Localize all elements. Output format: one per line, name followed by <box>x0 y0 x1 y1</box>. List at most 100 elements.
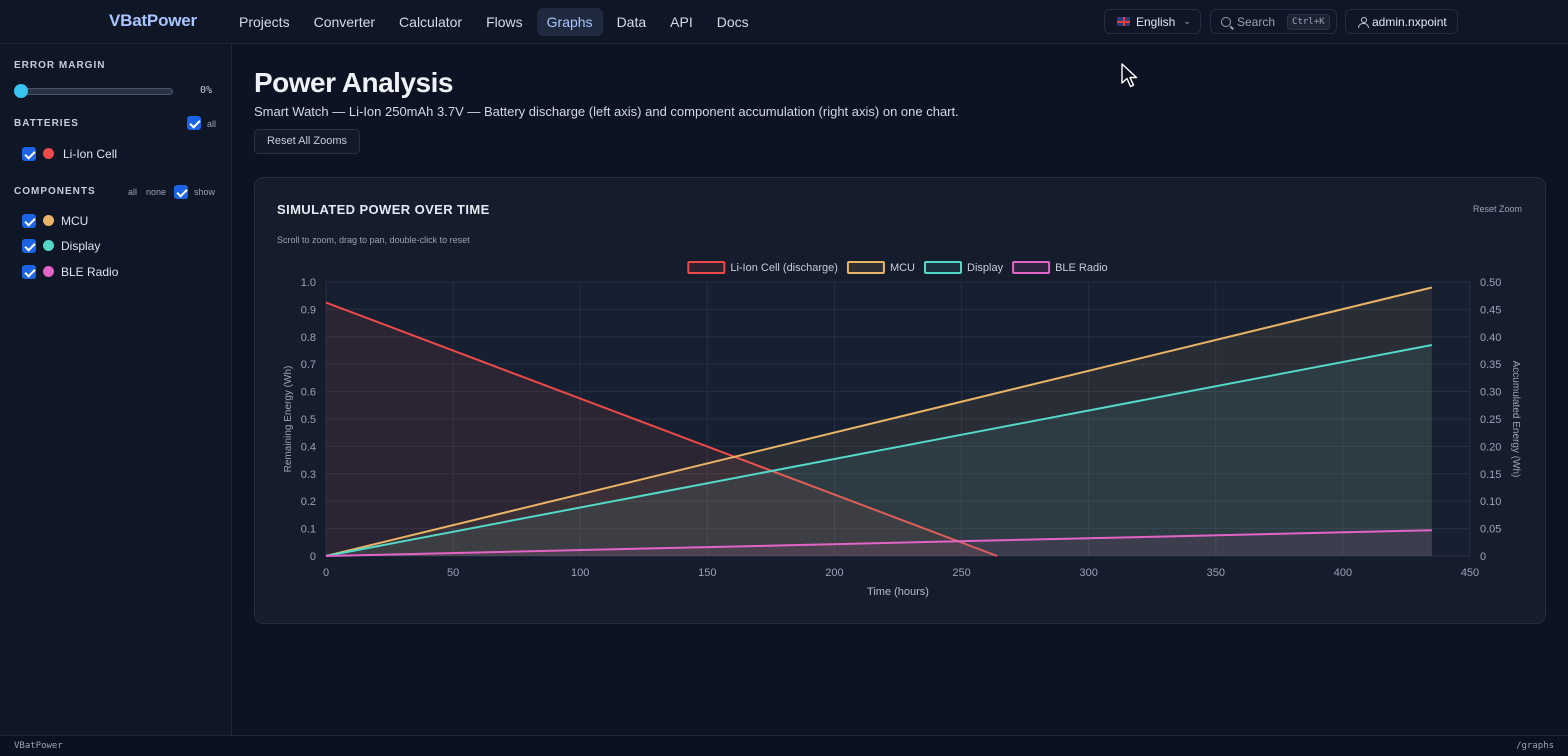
nav-converter[interactable]: Converter <box>313 14 376 30</box>
page-subtitle: Smart Watch — Li-Ion 250mAh 3.7V — Batte… <box>254 104 959 119</box>
chevron-down-icon: ⌄ <box>1183 16 1191 26</box>
y-axis-title: Remaining Energy (Wh) <box>283 366 294 473</box>
component-ble-label[interactable]: BLE Radio <box>61 265 119 279</box>
components-show-checkbox[interactable] <box>174 185 188 199</box>
y-tick-label: 0.8 <box>301 332 316 344</box>
battery-li-ion-label[interactable]: Li-Ion Cell <box>63 147 118 161</box>
sidebar: ERROR MARGIN 0% BATTERIES all Li-Ion Cel… <box>0 44 232 735</box>
x-tick-label: 100 <box>571 567 589 579</box>
legend-label: Li-Ion Cell (discharge) <box>730 262 838 274</box>
components-all-link[interactable]: all <box>128 187 138 197</box>
component-mcu-checkbox[interactable] <box>22 214 36 228</box>
legend-item-3[interactable]: BLE Radio <box>1012 261 1108 274</box>
legend-item-0[interactable]: Li-Ion Cell (discharge) <box>687 261 838 274</box>
status-bar: VBatPower /graphs <box>0 735 1568 756</box>
y-tick-label: 0.4 <box>301 441 316 453</box>
y-tick-label: 0.5 <box>301 414 316 426</box>
series-line-3 <box>325 529 1432 557</box>
error-margin-slider-handle[interactable] <box>14 84 28 98</box>
components-none-link[interactable]: none <box>146 187 167 197</box>
x-axis-title: Time (hours) <box>867 586 929 598</box>
x-tick-label: 250 <box>952 567 970 579</box>
batteries-all-checkbox[interactable] <box>187 116 201 130</box>
x-tick-label: 350 <box>1207 567 1225 579</box>
reset-all-zooms-button[interactable]: Reset All Zooms <box>254 129 360 154</box>
legend-swatch <box>924 261 962 274</box>
component-mcu-label[interactable]: MCU <box>61 214 89 228</box>
power-chart[interactable]: 0 0.1 0.2 0.3 0.4 0.5 0.6 0.7 0.8 0.9 1.0 0 0.05 0.10… <box>255 178 1547 625</box>
y-tick-label: 0.2 <box>301 496 316 508</box>
legend-swatch <box>1012 261 1051 274</box>
x-tick-label: 50 <box>447 567 459 579</box>
search-icon <box>1221 16 1231 27</box>
legend-label: Display <box>967 262 1004 274</box>
y2-tick-label: 0.40 <box>1480 332 1501 344</box>
legend-item-1[interactable]: MCU <box>846 261 915 274</box>
nav-graphs[interactable]: Graphs <box>536 8 603 36</box>
user-icon <box>1358 16 1369 28</box>
nav-data[interactable]: Data <box>616 14 647 30</box>
legend-item-2[interactable]: Display <box>924 261 1004 274</box>
y2-tick-label: 0.10 <box>1480 496 1501 508</box>
top-navbar: VBatPower Projects Converter Calculator … <box>0 0 1568 44</box>
language-selector[interactable]: English ⌄ <box>1104 9 1201 34</box>
y-tick-label: 0.9 <box>301 304 316 316</box>
components-show-label[interactable]: show <box>194 187 216 197</box>
x-tick-label: 150 <box>698 567 716 579</box>
x-tick-label: 400 <box>1334 567 1352 579</box>
uk-flag-icon <box>1117 17 1130 26</box>
x-tick-label: 200 <box>825 567 843 579</box>
y2-tick-label: 0.20 <box>1480 441 1501 453</box>
error-margin-value: 0% <box>200 85 213 96</box>
error-margin-track[interactable] <box>20 88 173 95</box>
batteries-all-label[interactable]: all <box>207 119 217 129</box>
chart-hint: Scroll to zoom, drag to pan, double-clic… <box>277 235 470 245</box>
nav-calculator[interactable]: Calculator <box>399 14 463 30</box>
component-ble-color-dot <box>43 266 54 277</box>
nav-flows[interactable]: Flows <box>486 14 523 30</box>
search-button[interactable]: Search Ctrl+K <box>1210 9 1337 34</box>
y2-axis-title: Accumulated Energy (Wh) <box>1510 361 1521 478</box>
search-label: Search <box>1237 14 1276 29</box>
components-title: COMPONENTS <box>14 186 96 197</box>
page-title: Power Analysis <box>254 67 453 98</box>
nav-api[interactable]: API <box>670 14 693 30</box>
mouse-cursor-icon <box>1121 63 1138 88</box>
x-tick-label: 0 <box>323 567 329 579</box>
legend-swatch <box>687 261 726 274</box>
language-label: English <box>1136 14 1176 29</box>
user-menu[interactable]: admin.nxpoint <box>1345 9 1458 34</box>
legend-label: MCU <box>890 262 915 274</box>
nav-docs[interactable]: Docs <box>716 14 749 30</box>
y-tick-label: 0.6 <box>301 387 316 399</box>
y2-tick-label: 0.25 <box>1480 414 1501 426</box>
x-tick-label: 450 <box>1461 567 1479 579</box>
batteries-title: BATTERIES <box>14 118 79 129</box>
reset-zoom-button[interactable]: Reset Zoom <box>1473 204 1523 214</box>
y-tick-label: 0 <box>310 551 316 563</box>
series-line-0 <box>325 301 998 557</box>
y2-tick-label: 0.35 <box>1480 359 1501 371</box>
battery-li-ion-color-dot <box>43 148 54 159</box>
legend-label: BLE Radio <box>1055 262 1108 274</box>
brand-logo[interactable]: VBatPower <box>109 11 197 30</box>
y2-tick-label: 0.15 <box>1480 469 1501 481</box>
component-mcu-color-dot <box>43 215 54 226</box>
error-margin-title: ERROR MARGIN <box>14 60 106 71</box>
y-tick-label: 0.7 <box>301 359 316 371</box>
y2-tick-label: 0.05 <box>1480 524 1501 536</box>
chart-card: SIMULATED POWER OVER TIME Scroll to zoom… <box>254 177 1546 624</box>
legend-swatch <box>846 261 885 274</box>
y-tick-label: 0.3 <box>301 469 316 481</box>
component-ble-checkbox[interactable] <box>22 265 36 279</box>
chart-legend: Li-Ion Cell (discharge) MCU Display BLE Rad… <box>687 261 1108 274</box>
series-line-1 <box>325 286 1433 557</box>
battery-li-ion-checkbox[interactable] <box>22 147 36 161</box>
y2-tick-label: 0 <box>1480 551 1486 563</box>
nav-projects[interactable]: Projects <box>239 14 290 30</box>
y2-tick-label: 0.30 <box>1480 387 1501 399</box>
footer-app-name: VBatPower <box>14 741 63 751</box>
y-tick-label: 0.1 <box>301 524 316 536</box>
component-display-checkbox[interactable] <box>22 239 36 253</box>
component-display-label[interactable]: Display <box>61 239 101 253</box>
